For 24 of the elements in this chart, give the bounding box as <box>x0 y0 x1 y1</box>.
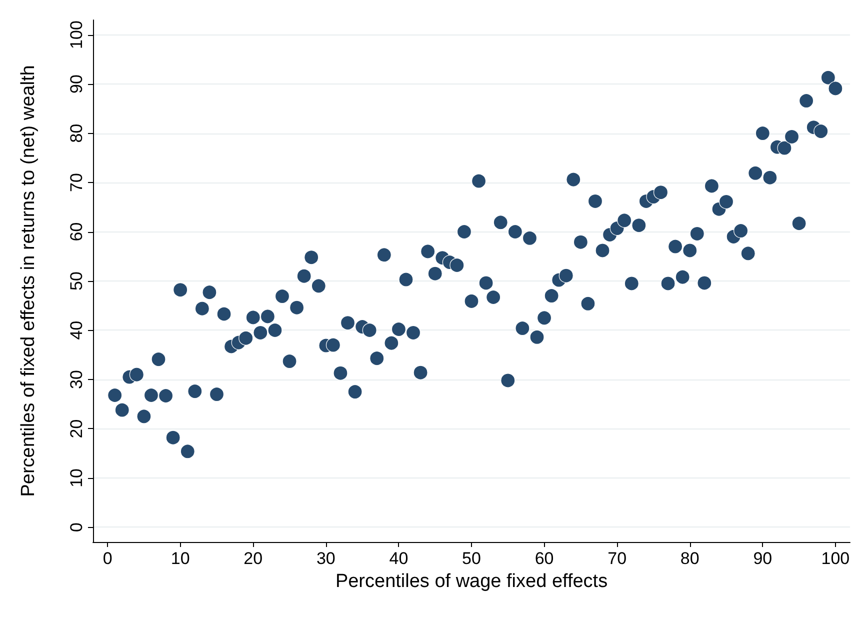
y-tick-label: 50 <box>67 272 86 290</box>
y-tick-label: 20 <box>67 419 86 438</box>
x-tick-label: 100 <box>821 549 850 568</box>
x-tick-label: 10 <box>170 549 190 568</box>
x-tick-label: 20 <box>244 549 263 568</box>
y-axis-title: Percentiles of fixed effects in returns to (net) wealth <box>18 65 39 497</box>
y-tick-label: 10 <box>67 468 86 488</box>
y-tick-label: 100 <box>67 20 86 49</box>
x-tick-label: 90 <box>753 549 772 568</box>
x-axis-title: Percentiles of wage fixed effects <box>335 571 608 592</box>
y-tick-label: 0 <box>67 522 86 532</box>
y-tick-label: 60 <box>67 222 86 242</box>
x-tick-label: 50 <box>462 549 481 568</box>
y-tick-label: 90 <box>67 74 86 94</box>
x-tick-label: 70 <box>608 549 627 568</box>
y-tick-label: 70 <box>67 173 86 192</box>
x-tick-label: 0 <box>102 549 112 568</box>
y-tick-label: 40 <box>67 320 86 340</box>
x-tick-label: 80 <box>680 549 700 568</box>
x-tick-label: 40 <box>389 549 408 568</box>
y-tick-label: 30 <box>67 370 86 389</box>
x-tick-label: 30 <box>316 549 336 568</box>
x-tick-label: 60 <box>534 549 554 568</box>
y-tick-label: 80 <box>67 124 86 143</box>
